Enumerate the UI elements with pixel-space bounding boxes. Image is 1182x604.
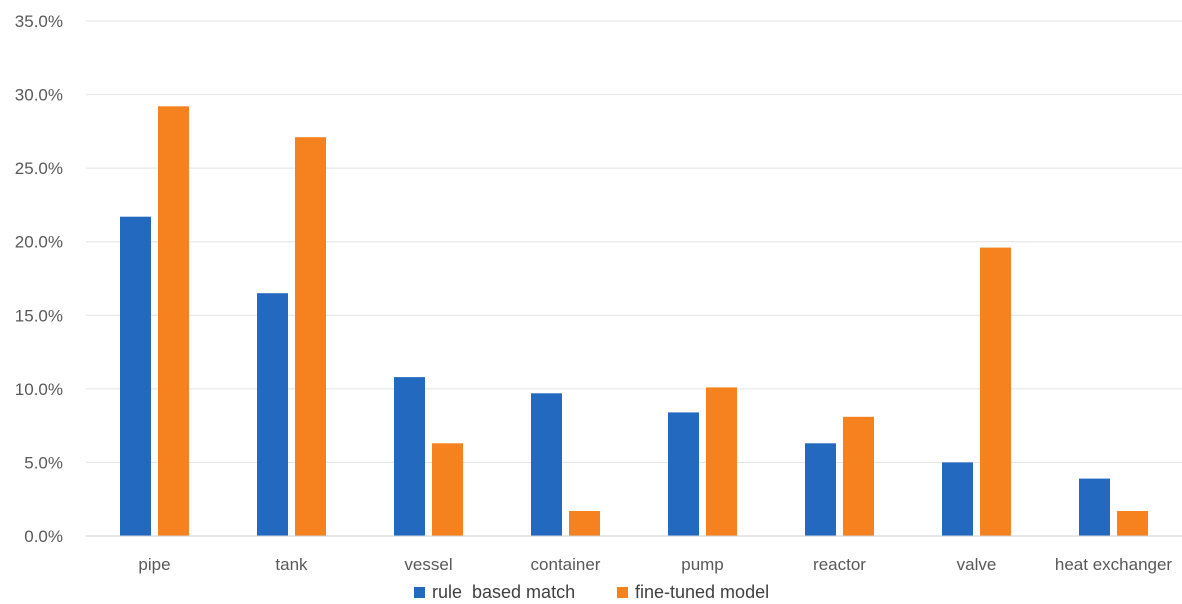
bar-fine-tuned-model-valve (980, 247, 1011, 536)
x-tick-label: heat exchanger (1055, 555, 1173, 574)
y-tick-label: 5.0% (24, 453, 63, 472)
bar-fine-tuned-model-heat-exchanger (1117, 511, 1148, 536)
y-tick-label: 0.0% (24, 527, 63, 546)
x-axis-tick-labels: pipe tank vessel container pump reactor valve h… (138, 555, 1172, 574)
x-tick-label: reactor (813, 555, 866, 574)
bar-rule-based-match-container (531, 393, 562, 536)
bar-rule-based-match-heat-exchanger (1079, 478, 1110, 536)
legend-label-rule-based-match: rule based match (432, 582, 575, 602)
x-tick-label: vessel (404, 555, 452, 574)
bar-rule-based-match-vessel (394, 377, 425, 536)
bar-rule-based-match-valve (942, 462, 973, 536)
x-tick-label: pipe (138, 555, 170, 574)
legend-swatch-rule-based-match (414, 587, 425, 598)
bar-fine-tuned-model-vessel (432, 443, 463, 536)
x-tick-label: tank (275, 555, 308, 574)
x-tick-label: container (531, 555, 601, 574)
legend: rule based match fine-tuned model (414, 582, 769, 602)
bar-rule-based-match-tank (257, 293, 288, 536)
bar-fine-tuned-model-tank (295, 137, 326, 536)
y-axis-tick-labels: 0.0% 5.0% 10.0% 15.0% 20.0% 25.0% 30.0% 35.0% (15, 12, 63, 546)
bar-fine-tuned-model-pipe (158, 106, 189, 537)
x-tick-label: pump (681, 555, 724, 574)
bar-fine-tuned-model-pump (706, 387, 737, 536)
bars (120, 106, 1148, 537)
bar-fine-tuned-model-reactor (843, 416, 874, 536)
legend-label-fine-tuned-model: fine-tuned model (635, 582, 769, 602)
bar-fine-tuned-model-container (569, 511, 600, 536)
gridlines (86, 20, 1182, 463)
y-tick-label: 10.0% (15, 380, 63, 399)
bar-rule-based-match-reactor (805, 443, 836, 536)
y-tick-label: 25.0% (15, 159, 63, 178)
y-tick-label: 35.0% (15, 12, 63, 31)
y-tick-label: 15.0% (15, 306, 63, 325)
bar-rule-based-match-pump (668, 412, 699, 536)
legend-swatch-fine-tuned-model (617, 587, 628, 598)
y-tick-label: 30.0% (15, 86, 63, 105)
bar-rule-based-match-pipe (120, 216, 151, 536)
y-tick-label: 20.0% (15, 233, 63, 252)
x-tick-label: valve (957, 555, 997, 574)
